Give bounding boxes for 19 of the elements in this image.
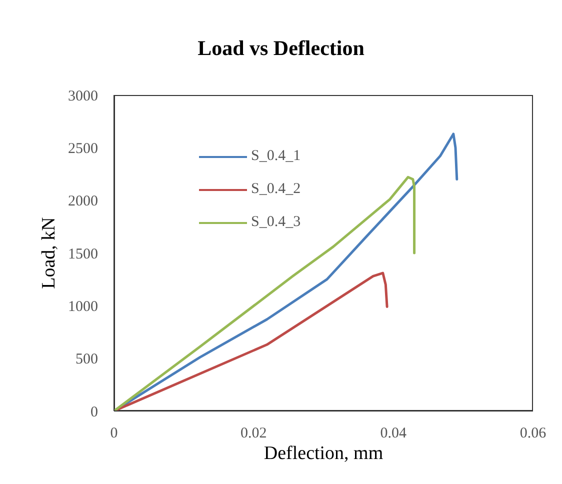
legend-label: S_0.4_3 <box>251 214 301 231</box>
legend-label: S_0.4_2 <box>251 181 301 198</box>
line-series <box>114 176 416 411</box>
y-tick-label: 0 <box>90 404 98 420</box>
y-tick-label: 3000 <box>68 88 98 104</box>
x-tick-label: 0 <box>110 426 118 442</box>
x-axis-title: Deflection, mm <box>264 443 384 464</box>
chart-title: Load vs Deflection <box>196 36 366 61</box>
y-tick-label: 2500 <box>68 140 98 157</box>
y-tick-label: 1000 <box>68 298 98 315</box>
y-tick-label: 1500 <box>68 246 98 262</box>
y-tick-label: 500 <box>76 352 98 368</box>
y-axis-title: Load, kN <box>38 216 60 289</box>
x-tick-label: 0.04 <box>380 426 407 442</box>
legend-label: S_0.4_1 <box>251 148 301 165</box>
x-tick-label: 0.02 <box>240 426 267 442</box>
y-tick-label: 2000 <box>68 194 98 210</box>
x-tick-label: 0.06 <box>520 426 547 442</box>
line-series <box>114 272 388 411</box>
